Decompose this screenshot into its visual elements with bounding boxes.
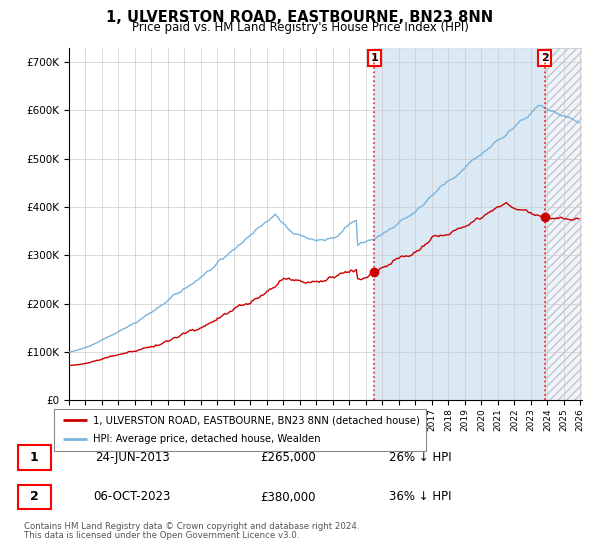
Text: 2: 2 — [541, 53, 548, 63]
Text: 1, ULVERSTON ROAD, EASTBOURNE, BN23 8NN: 1, ULVERSTON ROAD, EASTBOURNE, BN23 8NN — [106, 10, 494, 25]
Text: 36% ↓ HPI: 36% ↓ HPI — [389, 491, 451, 503]
Text: This data is licensed under the Open Government Licence v3.0.: This data is licensed under the Open Gov… — [24, 531, 299, 540]
Text: £265,000: £265,000 — [260, 451, 316, 464]
Text: Price paid vs. HM Land Registry's House Price Index (HPI): Price paid vs. HM Land Registry's House … — [131, 21, 469, 34]
FancyBboxPatch shape — [18, 484, 51, 510]
Text: 1: 1 — [370, 53, 378, 63]
Text: 24-JUN-2013: 24-JUN-2013 — [95, 451, 169, 464]
FancyBboxPatch shape — [18, 446, 51, 470]
Text: 2: 2 — [30, 491, 38, 503]
Text: £380,000: £380,000 — [260, 491, 316, 503]
Text: Contains HM Land Registry data © Crown copyright and database right 2024.: Contains HM Land Registry data © Crown c… — [24, 522, 359, 531]
Bar — [374, 48, 545, 400]
Text: 26% ↓ HPI: 26% ↓ HPI — [389, 451, 451, 464]
FancyBboxPatch shape — [54, 409, 426, 451]
Text: 1, ULVERSTON ROAD, EASTBOURNE, BN23 8NN (detached house): 1, ULVERSTON ROAD, EASTBOURNE, BN23 8NN … — [93, 415, 420, 425]
Text: HPI: Average price, detached house, Wealden: HPI: Average price, detached house, Weal… — [93, 435, 320, 445]
Bar — [545, 48, 582, 400]
Bar — [545, 48, 582, 400]
Text: 1: 1 — [30, 451, 38, 464]
Text: 06-OCT-2023: 06-OCT-2023 — [94, 491, 170, 503]
